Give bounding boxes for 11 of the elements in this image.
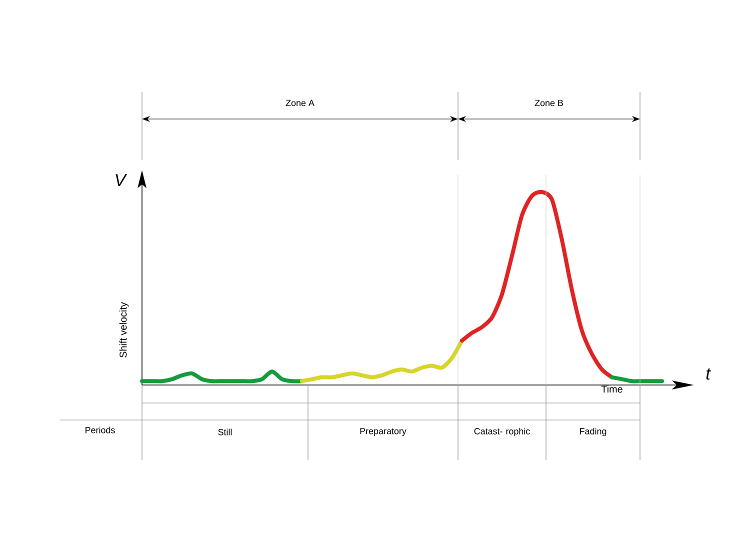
text: t [706,368,711,380]
text: Zone A [286,100,314,106]
text: Preparatory [360,428,406,436]
text: Fading [580,428,606,436]
text: Still [218,428,232,436]
y-axis-title: Shift velocity [119,302,129,358]
text: Catast- rophic [474,428,530,436]
x-axis-title: Time [601,385,622,393]
text: Periods [86,426,115,434]
text: V [116,174,128,186]
text: Zone B [534,100,563,106]
